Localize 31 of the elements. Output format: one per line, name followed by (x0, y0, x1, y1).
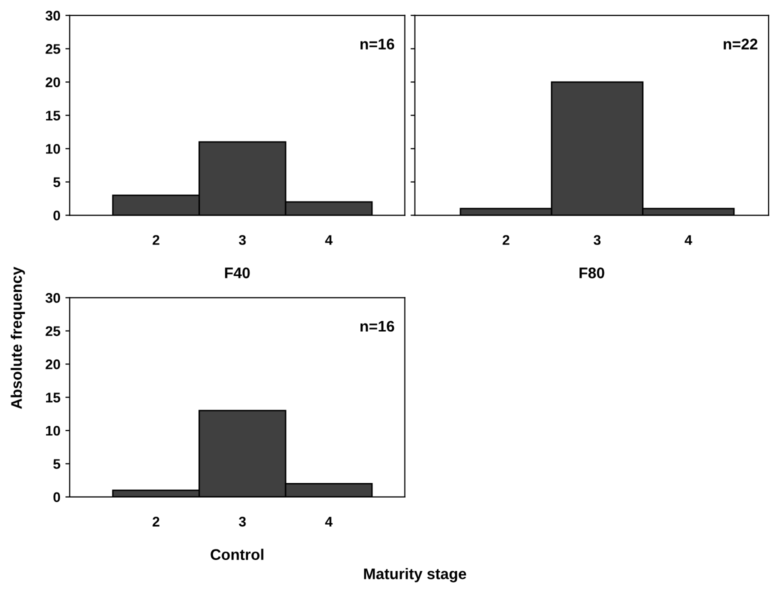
y-tick-label: 20 (46, 77, 60, 88)
x-tick-label: 3 (238, 516, 246, 527)
x-axis-title: F80 (580, 268, 604, 278)
x-axis-title: F40 (225, 268, 250, 278)
x-axis-title: Control (210, 548, 264, 560)
y-tick-label: 20 (46, 359, 60, 370)
y-tick-label: 10 (46, 426, 60, 436)
y-tick-label: 0 (53, 492, 60, 502)
annotation: n=16 (360, 38, 394, 50)
y-tick-label: 0 (53, 210, 60, 220)
x-tick-label: 3 (594, 235, 601, 245)
x-tick-label: 4 (325, 235, 333, 245)
annotation: n=22 (724, 38, 758, 50)
x-tick-label: 3 (238, 235, 246, 245)
x-tick-label: 4 (325, 516, 333, 526)
y-tick-label: 15 (46, 110, 60, 121)
x-tick-label: 2 (502, 235, 510, 245)
y-tick-label: 5 (53, 459, 60, 469)
annotation: n=16 (360, 320, 394, 332)
y-axis-title: Absolute frequency (10, 266, 25, 409)
text: Maturity stage (364, 568, 466, 582)
y-tick-label: 15 (46, 392, 60, 402)
x-tick-label: 2 (152, 235, 160, 245)
y-tick-label: 25 (46, 326, 60, 336)
x-tick-label: 4 (684, 235, 692, 245)
x-tick-label: 2 (152, 516, 160, 526)
y-tick-label: 5 (53, 177, 60, 188)
y-tick-label: 25 (46, 44, 60, 54)
y-tick-label: 30 (46, 10, 60, 21)
y-tick-label: 10 (46, 144, 60, 154)
y-tick-label: 30 (46, 293, 60, 303)
